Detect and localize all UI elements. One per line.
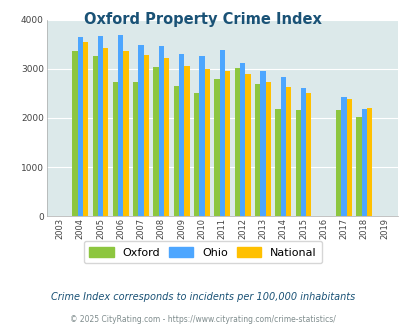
Bar <box>133 82 138 216</box>
Bar <box>143 55 149 216</box>
Bar <box>92 56 98 216</box>
Bar <box>123 51 128 216</box>
Bar <box>245 74 250 216</box>
Bar <box>361 109 366 216</box>
Bar <box>179 54 184 216</box>
Bar <box>300 87 305 216</box>
Bar <box>305 93 311 216</box>
Bar <box>118 35 123 216</box>
Bar <box>83 42 88 216</box>
Text: Oxford Property Crime Index: Oxford Property Crime Index <box>84 12 321 26</box>
Bar <box>295 110 300 216</box>
Bar <box>280 77 285 216</box>
Bar <box>224 71 230 216</box>
Bar <box>173 86 179 216</box>
Bar <box>366 108 371 216</box>
Bar <box>199 56 204 216</box>
Bar <box>103 48 108 216</box>
Bar <box>164 58 169 216</box>
Bar <box>204 69 209 216</box>
Bar <box>275 109 280 216</box>
Bar <box>254 83 260 216</box>
Bar <box>239 63 245 216</box>
Bar <box>219 50 224 216</box>
Bar <box>98 36 103 216</box>
Bar <box>260 71 265 216</box>
Bar <box>335 110 341 216</box>
Bar <box>138 45 143 216</box>
Bar <box>194 93 199 216</box>
Text: © 2025 CityRating.com - https://www.cityrating.com/crime-statistics/: © 2025 CityRating.com - https://www.city… <box>70 315 335 324</box>
Bar <box>265 82 270 216</box>
Bar <box>113 82 118 216</box>
Bar <box>346 99 351 216</box>
Bar <box>158 46 164 216</box>
Bar <box>356 117 361 216</box>
Bar <box>234 68 239 216</box>
Legend: Oxford, Ohio, National: Oxford, Ohio, National <box>83 241 322 263</box>
Bar <box>285 87 290 216</box>
Bar <box>72 51 77 216</box>
Bar <box>77 37 83 216</box>
Text: Crime Index corresponds to incidents per 100,000 inhabitants: Crime Index corresponds to incidents per… <box>51 292 354 302</box>
Bar <box>153 67 158 216</box>
Bar <box>341 97 346 216</box>
Bar <box>184 66 189 216</box>
Bar <box>214 79 219 216</box>
